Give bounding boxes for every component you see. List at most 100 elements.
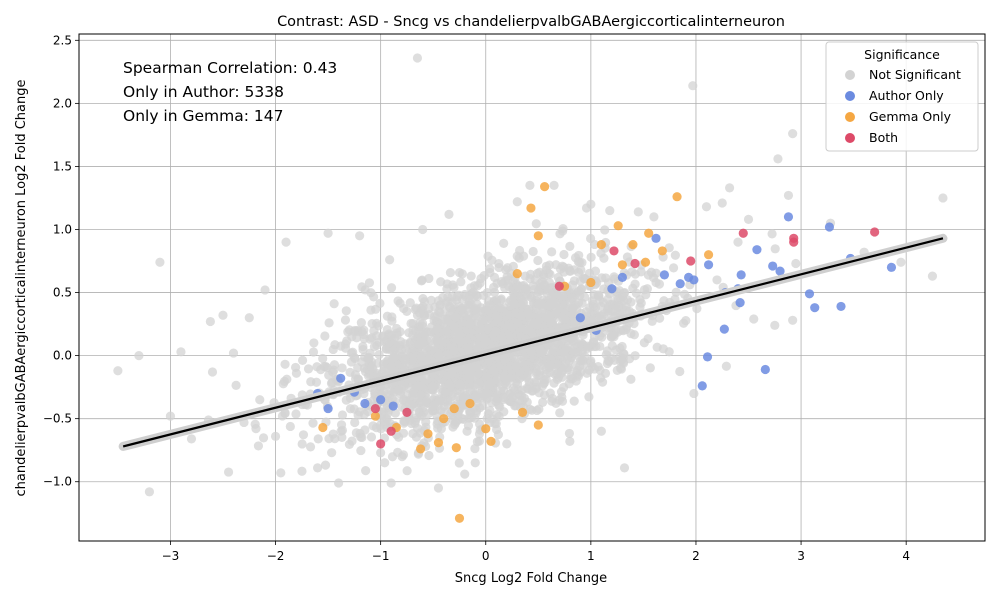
legend-marker-gemma-only	[845, 112, 855, 122]
point-not-significant	[366, 305, 376, 315]
point-not-significant	[749, 314, 759, 324]
point-not-significant	[491, 326, 501, 337]
point-gemma-only	[703, 250, 714, 260]
point-not-significant	[594, 291, 604, 301]
point-not-significant	[395, 327, 405, 337]
point-not-significant	[461, 336, 472, 346]
point-not-significant	[347, 436, 357, 446]
point-gemma-only	[533, 420, 543, 430]
point-not-significant	[701, 202, 712, 212]
point-gemma-only	[451, 443, 461, 453]
point-not-significant	[412, 53, 423, 63]
point-not-significant	[258, 433, 269, 443]
point-not-significant	[386, 283, 397, 293]
point-not-significant	[500, 283, 510, 293]
point-not-significant	[376, 448, 386, 458]
point-not-significant	[524, 310, 534, 320]
point-not-significant	[349, 327, 359, 337]
point-not-significant	[303, 364, 314, 374]
point-not-significant	[559, 249, 569, 260]
x-tick-label: 1	[587, 549, 595, 563]
point-not-significant	[565, 266, 575, 276]
point-gemma-only	[533, 231, 543, 241]
point-not-significant	[358, 344, 368, 355]
point-not-significant	[535, 366, 545, 376]
regression-fit-line	[122, 237, 944, 448]
point-not-significant	[597, 332, 607, 342]
point-not-significant	[281, 237, 291, 247]
point-not-significant	[165, 411, 176, 421]
point-gemma-only	[526, 203, 536, 213]
point-not-significant	[330, 340, 340, 350]
point-not-significant	[489, 287, 500, 297]
point-not-significant	[611, 345, 621, 355]
point-not-significant	[688, 81, 698, 91]
point-both	[402, 407, 412, 417]
point-not-significant	[724, 183, 735, 193]
gemma-only-count-text: Only in Gemma: 147	[123, 107, 283, 125]
x-axis-label: Sncg Log2 Fold Change	[455, 571, 607, 586]
point-not-significant	[604, 308, 614, 318]
point-not-significant	[329, 299, 339, 309]
point-not-significant	[371, 423, 382, 433]
point-not-significant	[356, 318, 366, 328]
point-gemma-only	[657, 246, 667, 256]
point-not-significant	[513, 318, 523, 328]
point-not-significant	[509, 351, 519, 361]
point-not-significant	[357, 282, 367, 292]
point-author-only	[760, 364, 770, 375]
point-not-significant	[401, 396, 411, 406]
point-not-significant	[447, 366, 457, 376]
point-not-significant	[496, 294, 506, 304]
point-not-significant	[176, 347, 186, 357]
point-not-significant	[470, 458, 480, 468]
y-axis-ticks: −1.0 −0.5 0.0 0.5 1.0 1.5 2.0 2.5	[43, 33, 79, 489]
point-not-significant	[297, 466, 307, 476]
point-not-significant	[260, 285, 270, 295]
regression-line	[118, 233, 948, 451]
point-not-significant	[614, 302, 624, 312]
point-not-significant	[426, 295, 436, 305]
point-both	[870, 227, 880, 237]
point-not-significant	[367, 319, 377, 329]
point-not-significant	[436, 277, 446, 287]
point-not-significant	[355, 231, 365, 241]
point-not-significant	[369, 342, 380, 352]
point-both	[376, 439, 386, 449]
point-not-significant	[528, 386, 538, 396]
point-author-only	[736, 270, 746, 280]
point-not-significant	[312, 463, 323, 473]
point-not-significant	[323, 228, 333, 238]
point-gemma-only	[465, 398, 475, 409]
point-not-significant	[534, 300, 544, 310]
point-not-significant	[633, 207, 643, 217]
point-not-significant	[427, 382, 437, 392]
point-not-significant	[509, 299, 519, 309]
point-not-significant	[416, 352, 426, 362]
point-not-significant	[658, 344, 668, 354]
point-not-significant	[327, 377, 337, 388]
point-not-significant	[363, 353, 373, 364]
point-not-significant	[512, 197, 522, 207]
point-author-only	[719, 324, 729, 334]
point-not-significant	[361, 466, 371, 476]
data-points	[113, 53, 948, 523]
point-not-significant	[428, 401, 438, 411]
legend-label-both: Both	[869, 130, 898, 145]
point-not-significant	[456, 277, 466, 287]
point-not-significant	[557, 261, 567, 271]
point-not-significant	[495, 303, 506, 313]
point-not-significant	[375, 298, 385, 308]
point-not-significant	[513, 281, 523, 291]
point-not-significant	[615, 356, 625, 366]
point-not-significant	[487, 255, 497, 265]
point-not-significant	[321, 361, 331, 372]
point-not-significant	[639, 338, 649, 348]
point-not-significant	[465, 374, 475, 384]
point-not-significant	[560, 314, 570, 325]
point-not-significant	[531, 219, 541, 229]
point-not-significant	[472, 437, 482, 447]
point-not-significant	[533, 255, 543, 266]
point-not-significant	[770, 244, 780, 254]
point-author-only	[697, 381, 707, 391]
